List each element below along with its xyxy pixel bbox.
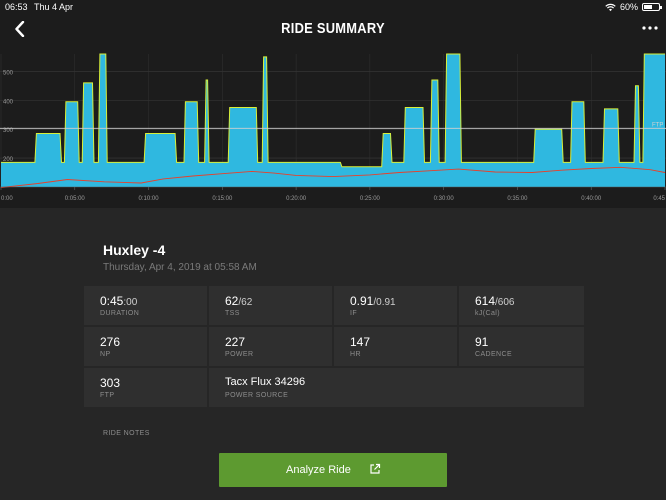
- metric-label: NP: [100, 351, 111, 358]
- battery-icon: [642, 3, 662, 11]
- metric-value: 62/62: [225, 294, 252, 308]
- metric-value: 91: [475, 335, 488, 349]
- metric-main: 91: [475, 335, 489, 349]
- x-tick-label: 0:30:00: [434, 196, 455, 202]
- analyze-ride-button[interactable]: Analyze Ride: [219, 453, 447, 487]
- metric-main: 614: [475, 294, 496, 308]
- x-tick-label: 0:25:00: [360, 196, 381, 202]
- back-button[interactable]: [8, 16, 32, 40]
- y-tick-label: 400: [3, 99, 14, 105]
- page-title: RIDE SUMMARY: [281, 20, 385, 37]
- analyze-ride-label: Analyze Ride: [286, 464, 351, 476]
- status-bar: 06:53 Thu 4 Apr 60%: [0, 0, 666, 14]
- metric-sub: /606: [495, 297, 515, 308]
- x-tick-label: 0:35:00: [507, 196, 528, 202]
- metric-main: 227: [225, 335, 246, 349]
- metric-main: 0:45: [100, 294, 124, 308]
- x-tick-label: 0:40:00: [581, 196, 602, 202]
- hr-series-line: [0, 166, 666, 189]
- nav-bar: RIDE SUMMARY: [0, 14, 666, 44]
- metric-main: 147: [350, 335, 371, 349]
- status-right: 60%: [605, 2, 662, 12]
- metrics-grid: 0:45:00 DURATION 62/62 TSS 0.91/0.91 IF …: [84, 286, 584, 407]
- metric-label: IF: [350, 310, 358, 317]
- metric-value: 303: [100, 376, 120, 390]
- external-link-icon: [370, 463, 381, 474]
- metric-value: Tacx Flux 34296: [225, 376, 305, 388]
- metric-main: 62: [225, 294, 239, 308]
- chevron-left-icon: [15, 21, 25, 37]
- metric-sub: /62: [238, 297, 253, 308]
- metric-value: 227: [225, 335, 245, 349]
- metric-value: 0:45:00: [100, 294, 137, 308]
- metric-duration: 0:45:00 DURATION: [84, 286, 207, 325]
- metric-main: Tacx Flux 34296: [225, 376, 306, 388]
- x-tick-label: 0:20:00: [286, 196, 307, 202]
- x-tick-label: 0:10:00: [139, 196, 160, 202]
- y-tick-label: 500: [3, 70, 14, 76]
- metric-label: POWER: [225, 351, 254, 358]
- y-tick-label: 200: [3, 157, 14, 163]
- ellipsis-icon: [642, 26, 658, 30]
- x-tick-label: 0:00: [1, 196, 13, 202]
- metric-kj: 614/606 kJ(Cal): [459, 286, 584, 325]
- ride-title: Huxley -4: [103, 242, 166, 258]
- ride-chart[interactable]: 500 400 300 200 FTP 0:00 0:05:00 0:10:00 0:15:00…: [0, 44, 666, 208]
- metric-cadence: 91 CADENCE: [459, 327, 584, 366]
- metric-sub: /0.91: [373, 297, 396, 308]
- ride-chart-svg: 500 400 300 200 FTP 0:00 0:05:00 0:10:00 0:15:00…: [0, 53, 666, 202]
- metric-label: DURATION: [100, 310, 140, 317]
- battery-fill: [644, 5, 653, 9]
- x-tick-label: 0:15:00: [212, 196, 233, 202]
- ride-notes-label[interactable]: RIDE NOTES: [103, 430, 150, 437]
- metric-label: POWER SOURCE: [225, 392, 289, 399]
- ride-date: Thursday, Apr 4, 2019 at 05:58 AM: [103, 262, 257, 273]
- metric-hr: 147 HR: [334, 327, 457, 366]
- status-date: Thu 4 Apr: [34, 2, 74, 12]
- metric-tss: 62/62 TSS: [209, 286, 332, 325]
- metric-main: 0.91: [350, 294, 374, 308]
- metric-main: 276: [100, 335, 121, 349]
- metric-label: kJ(Cal): [475, 310, 500, 317]
- metric-value: 276: [100, 335, 120, 349]
- metric-label: FTP: [100, 392, 115, 399]
- x-tick-label: 0:05:00: [65, 196, 86, 202]
- metric-np: 276 NP: [84, 327, 207, 366]
- ftp-label: FTP: [652, 122, 663, 128]
- wifi-icon: [605, 3, 616, 11]
- metric-if: 0.91/0.91 IF: [334, 286, 457, 325]
- status-time: 06:53: [5, 2, 28, 12]
- metric-label: CADENCE: [475, 351, 513, 358]
- metric-label: TSS: [225, 310, 240, 317]
- metric-label: HR: [350, 351, 361, 358]
- metric-value: 147: [350, 335, 370, 349]
- metric-power-source: Tacx Flux 34296 POWER SOURCE: [209, 368, 584, 407]
- y-tick-label: 300: [3, 128, 14, 134]
- power-series-area: [1, 54, 665, 187]
- power-series-line: [1, 53, 665, 168]
- metric-value: 614/606: [475, 294, 515, 308]
- metric-value: 0.91/0.91: [350, 294, 396, 308]
- metric-sub: :00: [123, 297, 138, 308]
- metric-power: 227 POWER: [209, 327, 332, 366]
- battery-percent: 60%: [619, 2, 638, 12]
- metric-ftp: 303 FTP: [84, 368, 207, 407]
- metric-main: 303: [100, 376, 121, 390]
- x-tick-label: 0:45: [653, 196, 665, 202]
